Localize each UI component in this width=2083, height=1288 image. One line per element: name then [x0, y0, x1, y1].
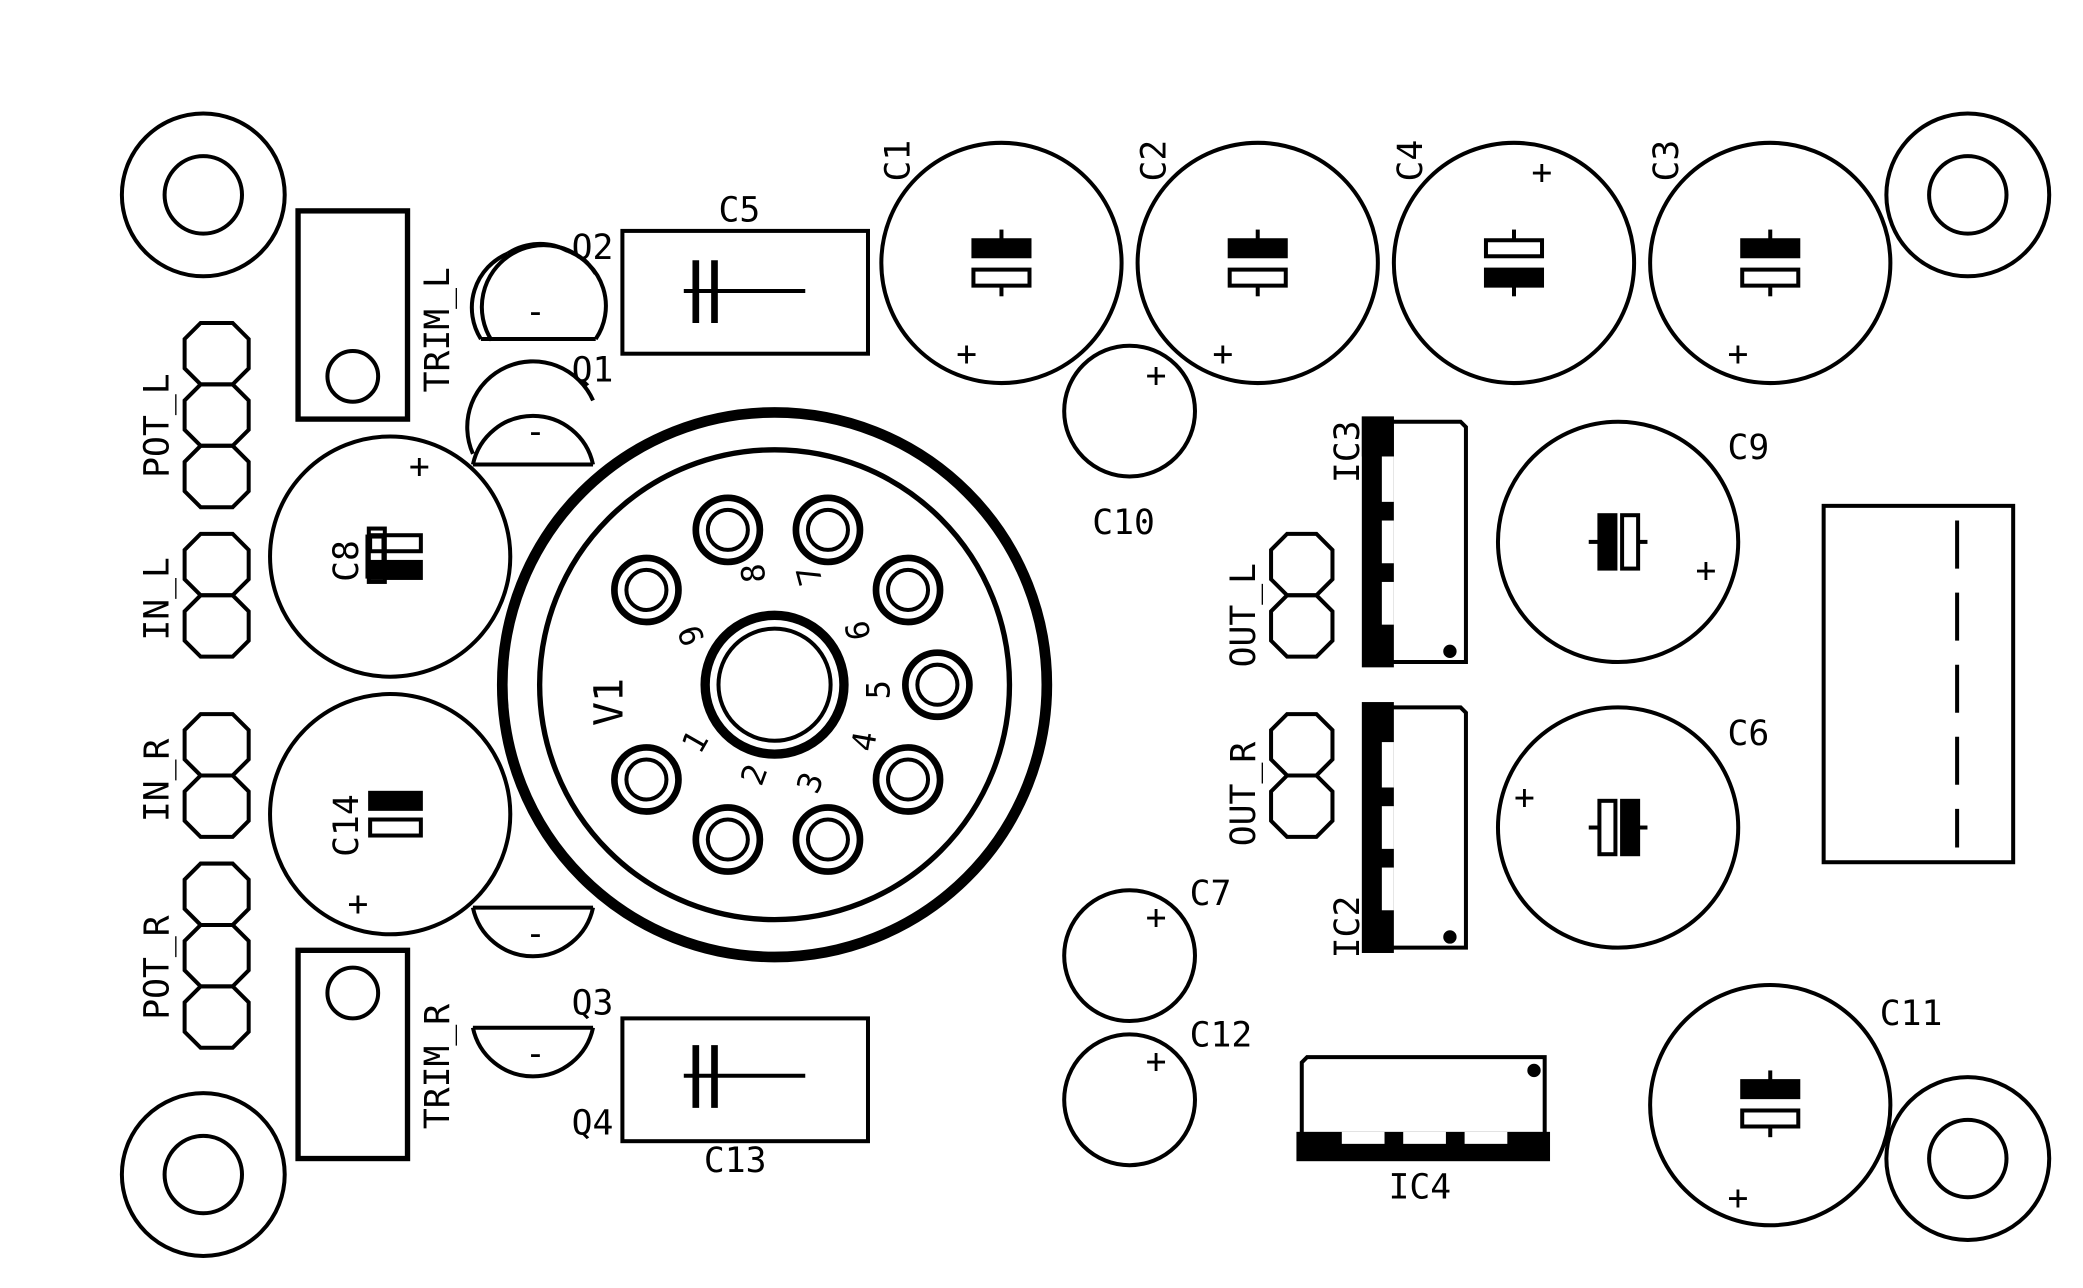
cap-c11 [1648, 983, 1893, 1228]
label-c13: C13 [704, 1141, 767, 1181]
transistor-q1 [465, 359, 595, 467]
plus-c6: + [1514, 778, 1535, 818]
plus-c4: + [1531, 153, 1552, 193]
label-q4: Q4 [572, 1104, 614, 1144]
pin-number-9: 9 [670, 620, 712, 651]
cap-c7 [1062, 888, 1197, 1024]
label-ic3: IC3 [1328, 421, 1368, 484]
label-trim-l: TRIM_L [418, 267, 458, 392]
header-pot-l [182, 320, 251, 510]
plus-c12: + [1146, 1042, 1167, 1082]
cap-c12 [1062, 1032, 1197, 1168]
plus-c8: + [409, 447, 430, 487]
mounting-hole-bottom-right [1884, 1075, 2052, 1242]
label-v1: V1 [586, 678, 632, 726]
mounting-hole-bottom-left [119, 1091, 287, 1258]
label-out-l: OUT_L [1224, 563, 1264, 667]
cap-c8 [268, 434, 513, 679]
label-c7: C7 [1190, 874, 1232, 914]
minus-q1: - [525, 412, 546, 452]
header-out-r [1269, 712, 1335, 839]
cap-c3 [1648, 140, 1893, 386]
minus-q4: - [525, 1034, 546, 1074]
edge-connector [1821, 503, 2016, 865]
label-c8: C8 [327, 540, 367, 582]
trim-pot-left [295, 208, 411, 422]
label-pot-r: POT_R [138, 915, 178, 1020]
label-c2: C2 [1135, 140, 1175, 182]
plus-c10: + [1146, 356, 1167, 396]
minus-q3: - [525, 914, 546, 954]
label-c11: C11 [1880, 994, 1943, 1034]
plus-c14: + [347, 885, 368, 925]
plus-c3: + [1728, 335, 1749, 375]
pin-number-6: 6 [838, 618, 879, 644]
label-c6: C6 [1728, 714, 1770, 754]
label-ic4: IC4 [1389, 1168, 1452, 1208]
label-q2: Q2 [572, 228, 614, 268]
tube-socket-v1 [496, 407, 1053, 963]
label-c10: C10 [1092, 503, 1155, 543]
label-trim-r: TRIM_R [418, 1004, 458, 1129]
label-q3: Q3 [572, 983, 614, 1023]
header-in-r [182, 712, 251, 839]
pin-number-1: 1 [674, 724, 717, 760]
header-pot-r [182, 861, 251, 1050]
label-in-l: IN_L [138, 557, 178, 641]
label-ic2: IC2 [1328, 896, 1368, 959]
plus-c7: + [1146, 898, 1167, 938]
film-cap-c13 [620, 1016, 870, 1144]
mounting-hole-top-left [119, 111, 287, 279]
label-c3: C3 [1647, 140, 1687, 182]
pin-number-8: 8 [734, 562, 774, 585]
label-c1: C1 [878, 140, 918, 182]
film-cap-c5 [620, 228, 870, 356]
pin-number-5: 5 [859, 680, 897, 699]
plus-c2: + [1212, 335, 1233, 375]
header-out-l [1269, 531, 1335, 659]
cap-c2 [1135, 140, 1380, 386]
label-c4: C4 [1391, 140, 1431, 182]
header-in-l [182, 531, 251, 659]
plus-c9: + [1696, 551, 1717, 591]
transistor-q4 [470, 1025, 595, 1079]
cap-c4 [1391, 140, 1637, 386]
ic3-regulator [1388, 419, 1468, 665]
transistor-q3 [470, 905, 595, 959]
minus-q2: - [525, 292, 546, 332]
cap-c6 [1495, 705, 1741, 950]
plus-c11: + [1728, 1178, 1749, 1218]
pin-number-4: 4 [844, 729, 885, 755]
cap-c9 [1495, 419, 1741, 665]
label-pot-l: POT_L [138, 373, 178, 477]
pin-number-2: 2 [733, 759, 775, 790]
ic2-regulator [1388, 705, 1468, 950]
pin-number-3: 3 [789, 767, 831, 798]
label-c12: C12 [1190, 1015, 1253, 1055]
label-c5: C5 [718, 191, 760, 231]
label-in-r: IN_R [138, 739, 178, 823]
plus-c1: + [956, 335, 977, 375]
label-q1: Q1 [572, 351, 614, 391]
label-out-r: OUT_R [1224, 742, 1264, 847]
transistor-q2 [469, 241, 608, 342]
label-c14: C14 [327, 794, 367, 857]
cap-c10 [1062, 343, 1197, 479]
cap-c1 [879, 140, 1124, 386]
label-c9: C9 [1728, 428, 1770, 468]
mounting-hole-top-right [1884, 111, 2052, 279]
trim-pot-right [295, 947, 411, 1162]
cap-c14 [268, 692, 513, 937]
ic4-regulator [1299, 1055, 1547, 1159]
pin-number-7: 7 [789, 561, 831, 589]
